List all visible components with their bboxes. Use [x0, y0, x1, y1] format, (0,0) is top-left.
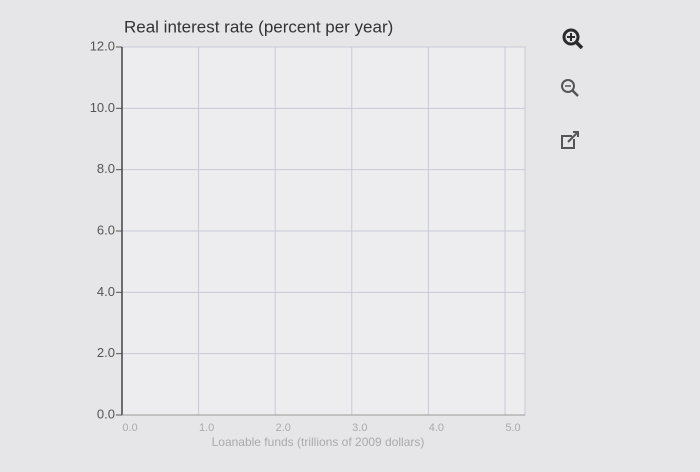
y-tick-label: 6.0: [97, 222, 115, 237]
y-axis-title: Real interest rate (percent per year): [124, 17, 393, 36]
x-tick-label: 1.0: [199, 422, 214, 434]
x-tick-label: 0.0: [122, 422, 137, 434]
y-tick-label: 8.0: [97, 161, 115, 176]
x-tick-label: 5.0: [505, 422, 520, 434]
y-tick-label: 10.0: [90, 100, 115, 115]
y-tick-label: 4.0: [97, 284, 115, 299]
x-tick-label: 3.0: [352, 422, 367, 434]
x-tick-label: 4.0: [429, 422, 444, 434]
y-tick-label: 0.0: [97, 406, 115, 421]
y-tick-label: 2.0: [97, 345, 115, 360]
x-tick-label: 2.0: [276, 422, 291, 434]
zoom-in-button[interactable]: [562, 28, 584, 50]
y-tick-label: 12.0: [90, 38, 115, 53]
x-axis-title: Loanable funds (trillions of 2009 dollar…: [212, 435, 425, 449]
open-external-button[interactable]: [561, 131, 579, 149]
zoom-out-button[interactable]: [561, 79, 579, 97]
